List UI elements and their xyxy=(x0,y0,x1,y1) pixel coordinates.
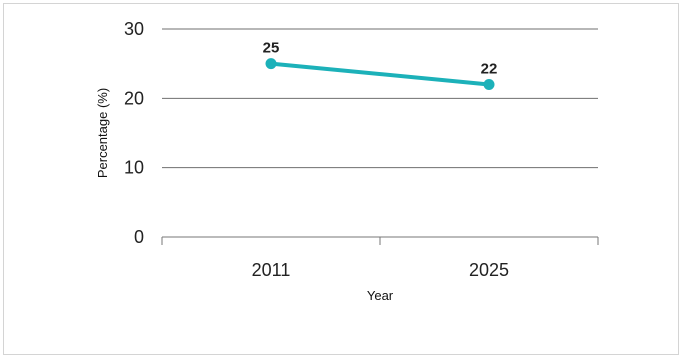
data-label: 25 xyxy=(263,40,280,57)
data-point xyxy=(483,78,495,90)
x-tick-labels: 2011 2025 xyxy=(252,260,509,280)
y-tick-label: 10 xyxy=(124,158,144,178)
data-labels: 25 22 xyxy=(263,40,498,78)
y-tick-labels: 0 10 20 30 xyxy=(124,19,144,247)
x-tick-label: 2011 xyxy=(252,260,291,280)
y-axis-title: Percentage (%) xyxy=(95,88,110,178)
series-group xyxy=(265,58,495,90)
data-point xyxy=(265,58,277,70)
y-tick-label: 20 xyxy=(124,88,144,108)
data-label: 22 xyxy=(481,60,498,77)
chart-frame xyxy=(3,3,679,355)
gridlines xyxy=(162,28,598,169)
series-line xyxy=(269,61,491,87)
y-tick-label: 0 xyxy=(134,227,144,247)
x-axis-title: Year xyxy=(367,288,394,303)
y-tick-label: 30 xyxy=(124,19,144,39)
x-tick-label: 2025 xyxy=(469,260,509,280)
x-axis xyxy=(161,236,599,245)
